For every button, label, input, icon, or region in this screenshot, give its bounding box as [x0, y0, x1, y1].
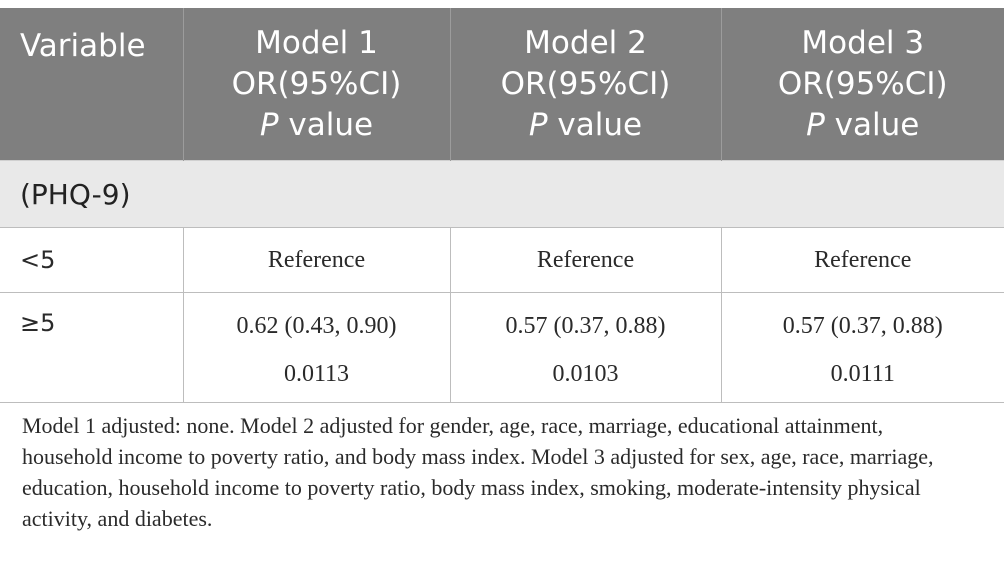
odds-ratio-table: Variable Model 1 OR(95%CI) P value Model… — [0, 8, 1004, 403]
header-model-2-value: value — [547, 106, 643, 143]
header-model-3: Model 3 OR(95%CI) P value — [721, 8, 1004, 161]
row-label: ≥5 — [0, 292, 184, 403]
header-model-1-p: P — [259, 106, 279, 143]
header-variable: Variable — [0, 8, 184, 161]
cell-model-1: Reference — [183, 227, 451, 293]
odds-ratio: 0.57 (0.37, 0.88) — [505, 313, 666, 339]
header-model-3-pvalue: P value — [722, 105, 1004, 146]
p-value: 0.0113 — [283, 361, 350, 387]
header-model-3-title: Model 3 — [801, 24, 925, 61]
table-row: <5 Reference Reference Reference — [0, 227, 1004, 293]
header-model-1-stat: OR(95%CI) — [231, 65, 402, 102]
odds-ratio: 0.57 (0.37, 0.88) — [782, 313, 943, 339]
cell-model-1: 0.62 (0.43, 0.90) 0.0113 — [183, 292, 451, 403]
header-model-1-pvalue: P value — [184, 105, 450, 146]
table-row: ≥5 0.62 (0.43, 0.90) 0.0113 0.57 (0.37, … — [0, 292, 1004, 403]
header-model-3-p: P — [806, 106, 825, 143]
p-value: 0.0103 — [552, 361, 619, 387]
header-row: Variable Model 1 OR(95%CI) P value Model… — [0, 8, 1004, 161]
header-model-2-title: Model 2 — [524, 24, 647, 61]
section-label: (PHQ-9) — [0, 160, 1004, 228]
cell-model-3: Reference — [721, 227, 1004, 293]
odds-ratio: 0.62 (0.43, 0.90) — [236, 313, 397, 339]
section-row: (PHQ-9) — [0, 160, 1004, 228]
header-model-1: Model 1 OR(95%CI) P value — [183, 8, 451, 161]
cell-model-3: 0.57 (0.37, 0.88) 0.0111 — [721, 292, 1004, 403]
header-variable-label: Variable — [20, 28, 146, 64]
cell-model-2: Reference — [450, 227, 722, 293]
header-model-2-stat: OR(95%CI) — [500, 65, 671, 102]
header-model-3-stat: OR(95%CI) — [777, 65, 948, 102]
row-label: <5 — [0, 227, 184, 293]
header-model-2-p: P — [528, 106, 548, 143]
results-table-container: Variable Model 1 OR(95%CI) P value Model… — [0, 8, 1004, 403]
p-value: 0.0111 — [830, 361, 895, 387]
header-model-3-value: value — [824, 106, 920, 143]
header-model-2-pvalue: P value — [451, 105, 721, 146]
header-model-1-value: value — [278, 106, 374, 143]
cell-model-2: 0.57 (0.37, 0.88) 0.0103 — [450, 292, 722, 403]
header-model-1-title: Model 1 — [255, 24, 378, 61]
header-model-2: Model 2 OR(95%CI) P value — [450, 8, 722, 161]
table-footnote: Model 1 adjusted: none. Model 2 adjusted… — [22, 413, 934, 531]
